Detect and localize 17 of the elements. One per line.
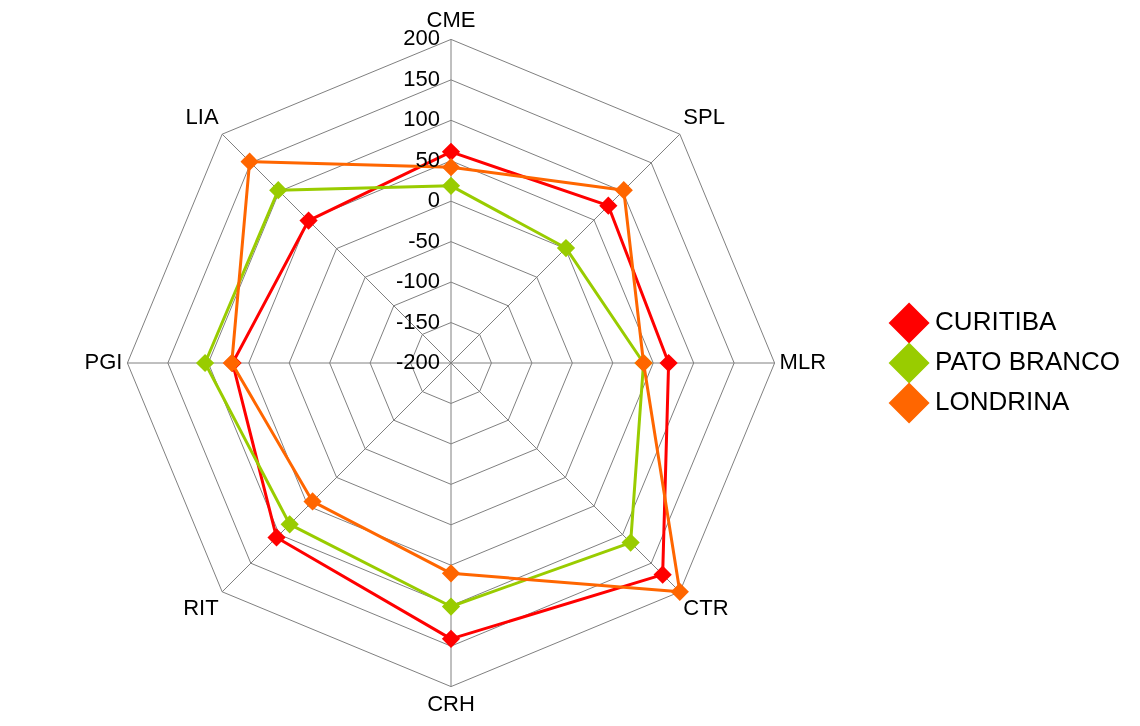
y-tick-label: -100	[395, 268, 440, 294]
spoke-label: CTR	[683, 594, 729, 620]
legend-label: CURITIBA	[935, 306, 1058, 337]
y-tick-label: -50	[408, 227, 440, 253]
spoke-label: CRH	[427, 690, 475, 716]
spoke-label: SPL	[683, 103, 725, 129]
legend-label: PATO BRANCO	[935, 346, 1120, 377]
spoke-label: LIA	[185, 103, 219, 129]
y-tick-label: 0	[427, 187, 440, 213]
y-tick-label: 100	[403, 106, 440, 132]
spoke-label: RIT	[183, 594, 219, 620]
spoke-label: MLR	[779, 349, 827, 375]
y-tick-label: -200	[395, 349, 440, 375]
y-tick-label: 150	[403, 65, 440, 91]
y-tick-label: -150	[395, 308, 440, 334]
legend-label: LONDRINA	[935, 386, 1071, 417]
spoke-label: PGI	[84, 349, 123, 375]
